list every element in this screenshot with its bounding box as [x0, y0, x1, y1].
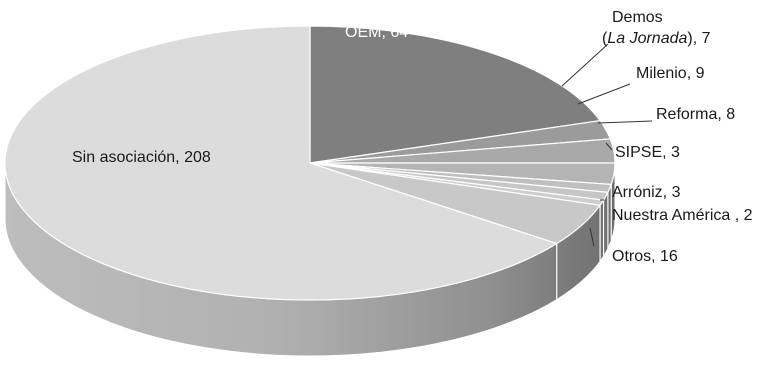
leader-line-sipse: [605, 142, 613, 151]
slice-label-oem: OEM, 64: [345, 24, 408, 41]
slice-label-nuestra-am-rica: Nuestra América , 2: [612, 207, 753, 224]
slice-label-sipse: SIPSE, 3: [615, 144, 680, 161]
leader-line-milenio: [577, 83, 631, 105]
leader-line-demos-la-jornada-: [561, 43, 609, 87]
leader-line-reforma: [597, 120, 653, 124]
slice-label-milenio: Milenio, 9: [636, 65, 705, 82]
slice-labels: OEM, 64 Demos (La Jornada), 7 Milenio, 9 Ref…: [72, 9, 753, 265]
slice-label-reforma: Reforma, 8: [656, 106, 735, 123]
slice-label-demos-la-jornada--line1: Demos: [612, 9, 663, 26]
leader-line-otros: [589, 227, 595, 247]
slice-label-arr-niz: Arróniz, 3: [612, 184, 681, 201]
slice-label-sin-asociaci-n: Sin asociación, 208: [72, 149, 211, 166]
slice-label-demos-la-jornada--line2: (La Jornada), 7: [602, 30, 711, 47]
pie-slice-sin-asociaci-n: [4, 25, 559, 301]
slice-label-otros: Otros, 16: [612, 248, 678, 265]
leader-lines: [561, 43, 653, 247]
pie-top: [4, 25, 616, 301]
